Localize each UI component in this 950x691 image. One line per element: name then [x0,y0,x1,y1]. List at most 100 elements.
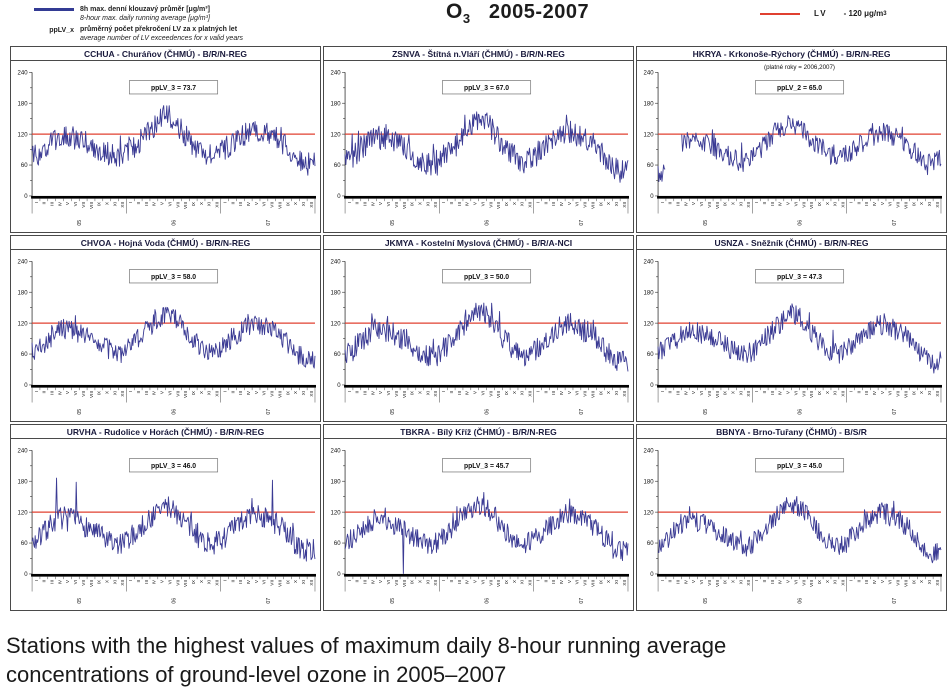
svg-text:VI: VI [480,580,485,584]
svg-text:IX: IX [504,201,509,206]
svg-text:VIII: VIII [809,391,814,398]
svg-text:IX: IX [410,579,415,584]
svg-text:II: II [355,580,360,583]
svg-text:V: V [65,579,70,583]
svg-text:07: 07 [892,598,898,604]
svg-text:V: V [65,201,70,205]
svg-text:V: V [567,201,572,205]
svg-text:ppLV_3 = 50.0: ppLV_3 = 50.0 [464,274,509,281]
svg-text:ppLV_3 = 58.0: ppLV_3 = 58.0 [151,274,196,281]
svg-text:IX: IX [97,201,102,206]
svg-text:IV: IV [246,579,251,584]
svg-text:X: X [825,390,830,394]
svg-text:X: X [105,201,110,205]
svg-text:60: 60 [647,351,654,358]
svg-text:X: X [293,579,298,583]
svg-text:IX: IX [285,390,290,395]
svg-text:XII: XII [841,580,846,586]
svg-text:III: III [864,580,869,584]
svg-text:III: III [363,202,368,206]
svg-text:V: V [567,579,572,583]
svg-text:05: 05 [390,598,396,604]
svg-text:I: I [848,391,853,392]
svg-text:XII: XII [120,580,125,586]
svg-text:II: II [230,391,235,394]
svg-text:X: X [731,390,736,394]
svg-text:07: 07 [266,598,272,604]
svg-text:I: I [347,202,352,203]
svg-text:X: X [606,201,611,205]
svg-text:06: 06 [798,598,804,604]
svg-text:VII: VII [488,580,493,586]
svg-text:IX: IX [817,201,822,206]
chart-title: BBNYA - Brno-Tuřany (ČHMÚ) - B/S/R [637,425,946,439]
svg-text:0: 0 [650,571,654,578]
svg-text:IV: IV [246,201,251,206]
svg-text:VIII: VIII [715,580,720,587]
svg-text:XI: XI [425,202,430,206]
svg-text:X: X [606,390,611,394]
svg-text:VIII: VIII [903,580,908,587]
svg-text:180: 180 [644,478,655,485]
svg-text:XI: XI [614,391,619,395]
svg-text:(platné roky = 2006,2007): (platné roky = 2006,2007) [764,64,835,71]
svg-text:VI: VI [167,391,172,395]
svg-text:60: 60 [334,540,341,547]
svg-text:V: V [786,390,791,394]
svg-text:05: 05 [390,220,396,226]
svg-text:VII: VII [175,580,180,586]
svg-text:05: 05 [703,598,709,604]
svg-text:VII: VII [801,391,806,397]
svg-text:II: II [762,391,767,394]
svg-text:VI: VI [575,391,580,395]
svg-text:X: X [825,201,830,205]
svg-text:IX: IX [817,579,822,584]
lv-line-swatch [760,12,800,15]
svg-text:XI: XI [738,391,743,395]
svg-text:I: I [347,580,352,581]
svg-text:III: III [770,391,775,395]
svg-text:VII: VII [707,580,712,586]
svg-text:VII: VII [801,580,806,586]
svg-text:07: 07 [579,598,585,604]
svg-text:06: 06 [798,220,804,226]
svg-text:XI: XI [301,580,306,584]
svg-text:IX: IX [911,390,916,395]
svg-text:05: 05 [703,220,709,226]
svg-text:II: II [762,580,767,583]
svg-text:II: II [856,202,861,205]
svg-text:VI: VI [73,580,78,584]
svg-text:VII: VII [394,202,399,208]
svg-text:X: X [606,579,611,583]
svg-text:VII: VII [81,202,86,208]
svg-text:X: X [512,579,517,583]
svg-text:X: X [919,201,924,205]
svg-text:240: 240 [331,69,342,76]
svg-text:0: 0 [337,571,341,578]
svg-text:VI: VI [793,391,798,395]
svg-text:XII: XII [215,202,220,208]
chart-panel: ZSNVA - Štítná n.Vláří (ČHMÚ) - B/R/N-RE… [323,46,634,233]
svg-text:120: 120 [331,320,342,327]
svg-text:ppLV_3 = 46.0: ppLV_3 = 46.0 [151,463,196,470]
svg-text:VI: VI [575,580,580,584]
svg-text:XII: XII [528,202,533,208]
svg-text:VII: VII [583,202,588,208]
chart-title: HKRYA - Krkonoše-Rýchory (ČHMÚ) - B/R/N-… [637,47,946,61]
svg-text:120: 120 [331,509,342,516]
svg-text:0: 0 [24,193,28,200]
svg-text:VIII: VIII [89,202,94,209]
svg-text:V: V [880,201,885,205]
svg-text:VII: VII [583,580,588,586]
svg-text:II: II [543,202,548,205]
svg-text:IX: IX [191,390,196,395]
svg-text:I: I [441,202,446,203]
svg-text:III: III [363,391,368,395]
svg-text:IV: IV [778,201,783,206]
svg-text:VII: VII [81,580,86,586]
legend-pplv-label-en: average number of LV exceedences for x v… [80,35,244,43]
svg-text:120: 120 [18,509,29,516]
